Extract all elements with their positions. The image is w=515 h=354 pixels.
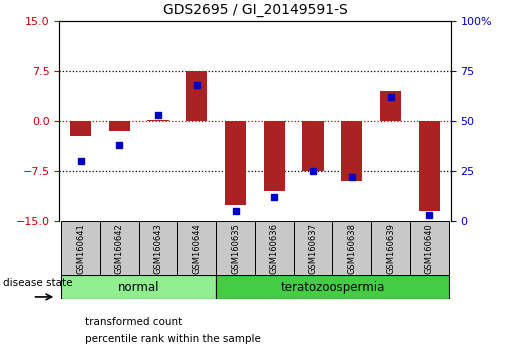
Text: percentile rank within the sample: percentile rank within the sample — [85, 334, 261, 344]
Bar — [216, 221, 255, 276]
Text: GSM160636: GSM160636 — [270, 223, 279, 274]
Bar — [341, 121, 363, 181]
Text: GSM160639: GSM160639 — [386, 223, 395, 274]
Bar — [139, 221, 178, 276]
Text: teratozoospermia: teratozoospermia — [280, 281, 385, 293]
Text: GSM160638: GSM160638 — [347, 223, 356, 274]
Bar — [332, 221, 371, 276]
Bar — [61, 221, 100, 276]
Bar — [294, 221, 332, 276]
Text: GSM160635: GSM160635 — [231, 223, 240, 274]
Text: disease state: disease state — [3, 278, 73, 289]
Bar — [61, 275, 216, 299]
Title: GDS2695 / GI_20149591-S: GDS2695 / GI_20149591-S — [163, 4, 347, 17]
Text: GSM160643: GSM160643 — [153, 223, 163, 274]
Text: GSM160637: GSM160637 — [308, 223, 318, 274]
Bar — [410, 221, 449, 276]
Bar — [264, 121, 285, 191]
Bar — [225, 121, 246, 205]
Text: normal: normal — [118, 281, 160, 293]
Bar — [419, 121, 440, 211]
Text: GSM160642: GSM160642 — [115, 223, 124, 274]
Bar — [186, 71, 208, 121]
Bar — [380, 91, 401, 121]
Bar — [255, 221, 294, 276]
Bar — [178, 221, 216, 276]
Bar — [109, 121, 130, 131]
Bar — [371, 221, 410, 276]
Text: transformed count: transformed count — [85, 317, 182, 327]
Text: GSM160640: GSM160640 — [425, 223, 434, 274]
Bar — [70, 121, 91, 136]
Text: GSM160644: GSM160644 — [192, 223, 201, 274]
Text: GSM160641: GSM160641 — [76, 223, 85, 274]
Bar — [216, 275, 449, 299]
Bar — [100, 221, 139, 276]
Bar — [147, 120, 169, 121]
Bar — [302, 121, 324, 171]
